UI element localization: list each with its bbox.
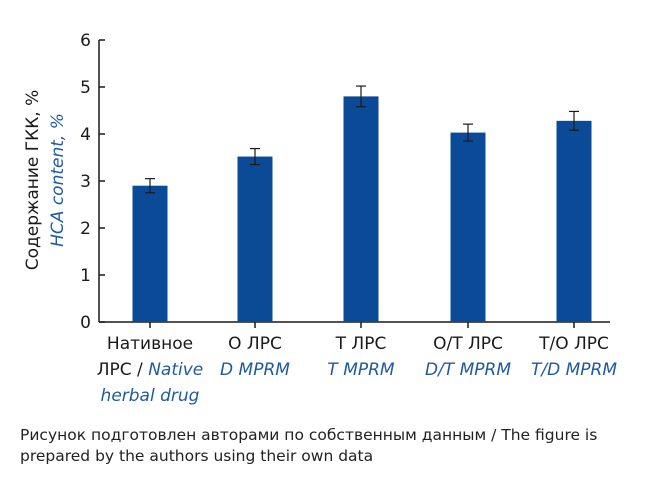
x-tick-label-en: Native xyxy=(148,360,203,380)
x-axis-labels: Нативное ЛРС / Native herbal drug О ЛРС D MP… xyxy=(97,334,618,406)
bar-chart: Содержание ГКК, % HCA content, % 0 1 2 3 4 5 6… xyxy=(23,31,618,406)
x-tick-label-separator: / xyxy=(132,360,149,380)
y-axis-label-group: Содержание ГКК, % HCA content, % xyxy=(23,90,68,271)
x-tick-label-mixed: ЛРС / Native xyxy=(97,360,204,380)
y-tick-label: 3 xyxy=(80,172,91,192)
figure-caption: Рисунок подготовлен авторами по собствен… xyxy=(20,426,598,465)
x-tick-label-ru: Т/О ЛРС xyxy=(538,334,609,354)
x-tick-label-en: D MPRM xyxy=(220,360,290,380)
bar xyxy=(343,96,379,323)
bar xyxy=(450,132,486,322)
bar xyxy=(556,120,592,322)
y-tick-label: 5 xyxy=(80,78,91,98)
bar xyxy=(132,185,168,322)
y-tick-label: 6 xyxy=(80,31,91,51)
x-tick-label-en: T/D MPRM xyxy=(531,360,617,380)
x-tick-label-ru: О/Т ЛРС xyxy=(433,334,503,354)
y-tick-label: 4 xyxy=(80,125,91,145)
y-tick-label: 2 xyxy=(80,219,91,239)
bar xyxy=(237,156,273,322)
x-tick-label-ru-line2: ЛРС xyxy=(97,360,132,380)
x-tick-label-ru: Т ЛРС xyxy=(335,334,387,354)
x-tick-label-ru: Нативное xyxy=(107,334,193,354)
x-tick-label-ru: О ЛРС xyxy=(228,334,282,354)
axes: 0 1 2 3 4 5 6 xyxy=(80,31,610,333)
bars-group xyxy=(132,85,592,323)
x-tick-label-en: D/T MPRM xyxy=(425,360,511,380)
y-axis-label-en: HCA content, % xyxy=(48,113,68,247)
x-tick-label-en: T MPRM xyxy=(327,360,395,380)
y-axis-label-ru: Содержание ГКК, % xyxy=(23,90,43,271)
y-tick-label: 0 xyxy=(80,313,91,333)
y-tick-label: 1 xyxy=(80,266,91,286)
x-tick-label-en-line2: herbal drug xyxy=(101,386,200,406)
